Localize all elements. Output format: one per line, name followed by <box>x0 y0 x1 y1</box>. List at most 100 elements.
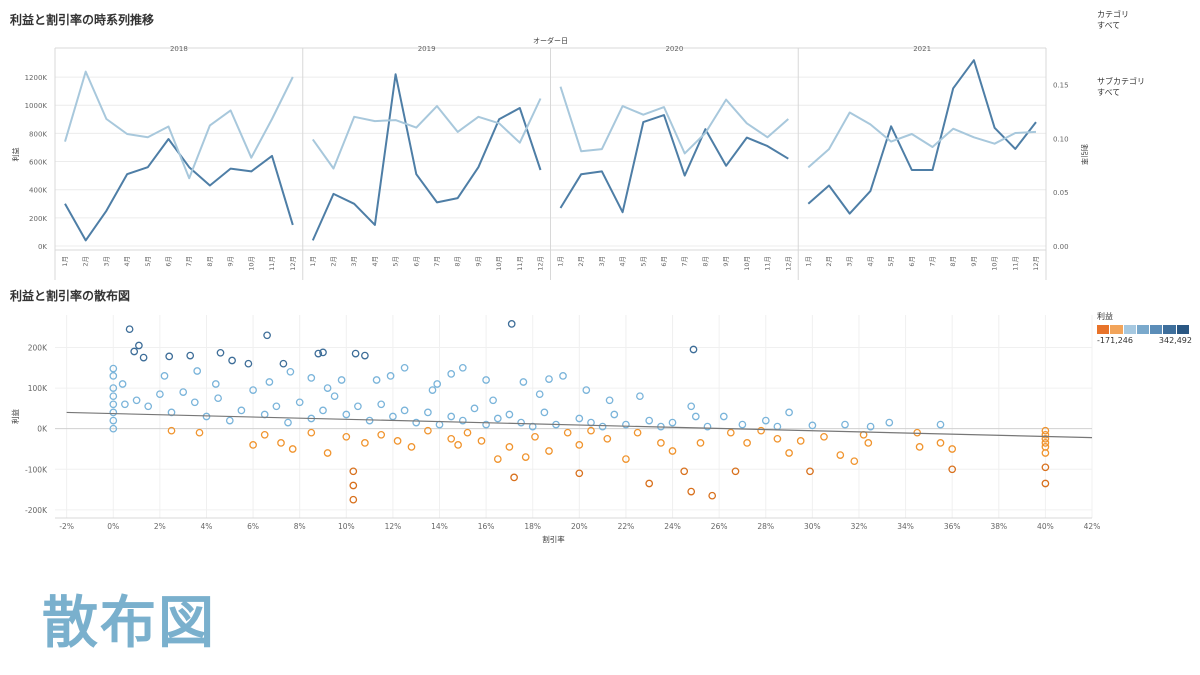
x-tick-label: 14% <box>431 522 448 531</box>
scatter-point <box>132 396 141 405</box>
scatter-point <box>249 441 257 449</box>
scatter-point <box>761 416 770 425</box>
x-tick-label: 3月 <box>102 256 110 267</box>
scatter-point <box>393 437 402 445</box>
scatter-point <box>323 384 332 392</box>
scatter-point <box>109 384 118 392</box>
scatter-point <box>195 428 204 437</box>
y-tick-label: 400K <box>29 187 47 195</box>
scatter-point <box>361 439 369 447</box>
y-tick-label: 100K <box>28 384 48 393</box>
y-tick-label: 0K <box>37 425 48 434</box>
scatter-point <box>319 348 327 357</box>
scatter-point <box>260 430 269 439</box>
scatter-point <box>489 396 497 405</box>
x-tick-label: 24% <box>664 522 681 531</box>
x-tick-label: 38% <box>990 522 1007 531</box>
x-tick-label: 4月 <box>123 256 131 267</box>
scatter-point <box>493 455 502 463</box>
scatter-point <box>277 439 285 447</box>
x-tick-label: 11月 <box>764 256 772 271</box>
x-tick-label: 2月 <box>577 256 585 267</box>
x-tick-label: -2% <box>59 522 74 531</box>
scatter-point <box>156 390 164 399</box>
scatter-point <box>470 404 479 413</box>
scatter-point <box>1041 463 1050 472</box>
profit-line <box>311 73 542 241</box>
scatter-point <box>454 441 462 449</box>
x-tick-label: 7月 <box>928 256 936 267</box>
scatter-point <box>820 432 828 441</box>
legend-color-swatch <box>1097 325 1110 334</box>
x-tick-label: 8月 <box>454 256 462 267</box>
scatter-point <box>605 396 614 405</box>
scatter-point <box>726 428 735 437</box>
scatter-point <box>633 428 642 437</box>
x-tick-label: 10月 <box>743 256 751 271</box>
x-tick-label: 8% <box>294 522 306 531</box>
x-tick-label: 6月 <box>908 256 916 267</box>
scatter-point <box>493 414 502 423</box>
scatter-point <box>167 426 176 435</box>
scatter-point <box>505 443 514 451</box>
x-tick-label: 5月 <box>639 256 647 267</box>
x-tick-label: 9月 <box>970 256 978 267</box>
scatter-point <box>160 372 169 380</box>
scatter-point <box>428 386 437 394</box>
x-tick-label: 0% <box>107 522 119 531</box>
scatter-point <box>948 465 957 474</box>
discount-line <box>311 98 542 170</box>
y-tick-label: 200K <box>29 215 47 223</box>
scatter-point <box>377 400 386 409</box>
y-axis-title: 利益 <box>11 148 20 162</box>
scatter-point <box>866 422 875 431</box>
x-tick-label: 22% <box>618 522 635 531</box>
scatter-point <box>458 363 467 372</box>
scatter-point <box>796 437 805 445</box>
scatter-point <box>216 348 225 357</box>
profit-line <box>559 114 789 214</box>
x-tick-label: 6月 <box>660 256 668 267</box>
scatter-point <box>696 439 705 447</box>
x-tick-label: 10月 <box>495 256 503 271</box>
scatter-point <box>582 386 591 394</box>
scatter-point <box>636 392 644 401</box>
scatter-point <box>535 390 544 399</box>
x-tick-label: 12% <box>385 522 402 531</box>
scatter-point <box>237 406 246 415</box>
x-tick-label: 11月 <box>1011 256 1019 271</box>
scatter-point <box>703 422 712 431</box>
scatter-point <box>785 449 793 457</box>
scatter-point <box>689 345 698 354</box>
scatter-point <box>214 394 222 403</box>
x-tick-label: 9月 <box>474 256 482 267</box>
scatter-point <box>109 416 118 425</box>
line-chart: オーダー日 0K 200K 400K 600K 800K 1000K 1200K 0.00 0.0… <box>11 36 1089 280</box>
scatter-point <box>545 375 553 383</box>
x-tick-label: 8月 <box>949 256 957 267</box>
y-tick-label: 1200K <box>25 74 48 82</box>
scatter-point <box>135 341 143 350</box>
scatter-point <box>349 495 358 504</box>
subcategory-filter[interactable]: サブカテゴリ すべて <box>1097 76 1145 98</box>
scatter-point <box>1041 426 1050 435</box>
x-tick-label: 7月 <box>681 256 689 267</box>
x-tick-label: 16% <box>478 522 495 531</box>
scatter-point <box>864 439 873 447</box>
scatter-point <box>1041 439 1050 447</box>
scatter-point <box>1041 443 1050 451</box>
scatter-point <box>915 443 924 451</box>
x-tick-label: 5月 <box>887 256 895 267</box>
scatter-point <box>773 434 782 443</box>
x-tick-label: 6月 <box>165 256 173 267</box>
scatter-point <box>622 420 630 429</box>
category-filter[interactable]: カテゴリ すべて <box>1097 9 1129 31</box>
panel-label: 2021 <box>913 45 931 53</box>
x-tick-label: 8月 <box>701 256 709 267</box>
scatter-point <box>447 370 456 378</box>
x-tick-label: 10月 <box>247 256 255 271</box>
scatter-point <box>139 353 148 362</box>
scatter-point <box>743 439 751 447</box>
x-tick-label: 2月 <box>329 256 337 267</box>
scatter-point <box>708 491 717 500</box>
